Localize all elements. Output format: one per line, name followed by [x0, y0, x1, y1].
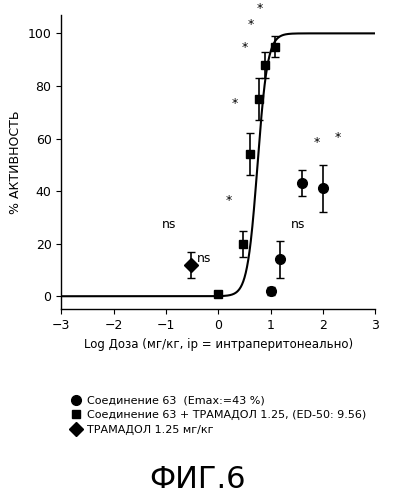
Text: *: *	[257, 2, 263, 15]
Text: ФИГ.6: ФИГ.6	[149, 465, 246, 494]
Text: *: *	[248, 18, 254, 31]
Text: *: *	[241, 41, 248, 54]
Text: ns: ns	[196, 251, 211, 264]
Legend: Соединение 63  (Emax:=43 %), Соединение 63 + ТРАМАДОЛ 1.25, (ED-50: 9.56), ТРАМА: Соединение 63 (Emax:=43 %), Соединение 6…	[66, 391, 371, 439]
Text: ns: ns	[291, 218, 305, 231]
Text: ns: ns	[162, 218, 176, 231]
Text: *: *	[226, 194, 232, 207]
Text: *: *	[314, 136, 320, 149]
X-axis label: Log Доза (мг/кг, ip = интраперитонеально): Log Доза (мг/кг, ip = интраперитонеально…	[84, 338, 353, 351]
Text: *: *	[335, 131, 341, 144]
Text: *: *	[232, 97, 238, 110]
Y-axis label: % АКТИВНОСТЬ: % АКТИВНОСТЬ	[9, 110, 22, 214]
